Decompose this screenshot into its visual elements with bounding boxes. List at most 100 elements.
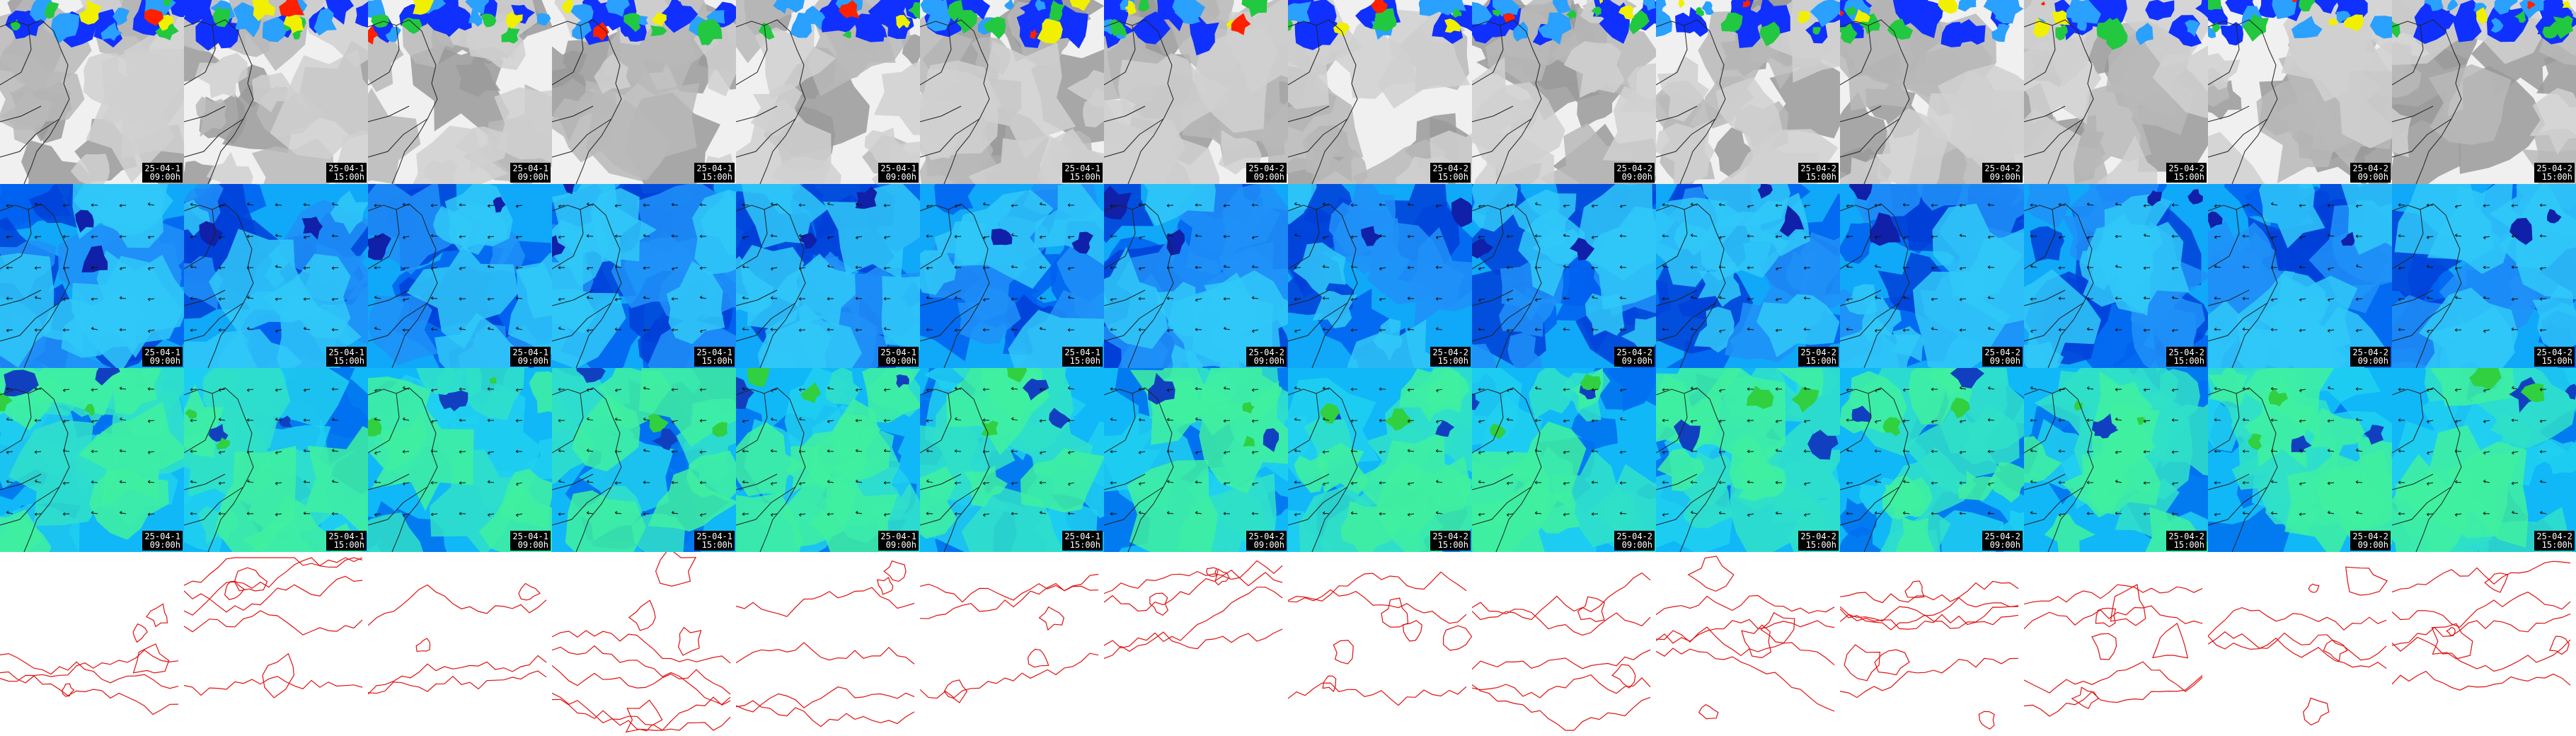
contour-line [920, 652, 1099, 699]
shaded-region [1988, 461, 2024, 503]
wind-arrow [1959, 234, 1967, 237]
wind-arrow [926, 449, 933, 453]
map-canvas [2392, 552, 2576, 736]
wind-arrow [770, 202, 778, 206]
map-canvas [920, 368, 1104, 552]
precipitation-cell [468, 8, 483, 27]
wind-arrow [643, 448, 650, 452]
wind-arrow [1110, 265, 1117, 270]
wind-arrow [275, 234, 282, 237]
wind-arrow [2355, 480, 2363, 484]
state-border [1104, 289, 1146, 306]
wind-arrow [1138, 387, 1146, 391]
wind-arrow [402, 267, 410, 271]
timestamp-time: 15:00h [2173, 540, 2204, 550]
intensity-cell [368, 417, 382, 437]
map-tile-contours-1 [0, 552, 184, 736]
wind-arrow [1166, 418, 1174, 422]
wind-arrow [2171, 266, 2179, 270]
wind-arrow [1195, 417, 1202, 421]
wind-arrow [2214, 418, 2221, 422]
shaded-region [736, 255, 774, 316]
wind-arrow [1350, 235, 1358, 239]
wind-arrow [1718, 202, 1726, 207]
wind-arrow [459, 203, 466, 207]
wind-arrow [883, 297, 891, 301]
contour-line [736, 686, 915, 713]
timestamp-date: 25-04-1 [696, 163, 732, 173]
wind-arrow [2143, 266, 2151, 270]
wind-arrow [1775, 235, 1783, 238]
shaded-region [1840, 91, 1891, 178]
shaded-region [1960, 405, 2020, 467]
wind-arrow [1195, 511, 1202, 514]
precipitation-cell [1288, 20, 1293, 31]
wind-arrow [1874, 203, 1882, 207]
wind-arrow [1407, 234, 1415, 238]
wind-arrow [91, 297, 98, 301]
wind-arrow [1874, 389, 1882, 393]
wind-arrow [1563, 512, 1570, 517]
precipitation-cell [1333, 22, 1350, 37]
map-canvas [1288, 0, 1472, 184]
wind-arrow [1039, 387, 1047, 391]
timestamp-label: 25-04-1 15:00h [1062, 347, 1103, 367]
precipitation-cell [1231, 13, 1251, 35]
precipitation-cell [252, 0, 275, 21]
wind-arrow [1987, 296, 1995, 299]
state-border [1656, 118, 1716, 158]
wind-arrow [1747, 266, 1754, 270]
shaded-region [330, 190, 368, 235]
wind-arrow [1322, 450, 1330, 454]
state-border [736, 473, 778, 490]
state-border [2392, 105, 2434, 122]
wind-arrow [2058, 449, 2066, 453]
state-border [368, 473, 410, 490]
shaded-region [1744, 192, 1810, 257]
shaded-region [368, 88, 421, 184]
timestamp-label: 25-04-2 15:00h [2534, 531, 2575, 551]
wind-arrow [558, 387, 565, 391]
wind-arrow [855, 236, 863, 240]
wind-arrow [1252, 482, 1259, 486]
wind-arrow [487, 326, 495, 330]
wind-arrow [2115, 388, 2122, 391]
wind-arrow [402, 417, 410, 421]
wind-arrow [1251, 419, 1259, 423]
wind-arrow [1534, 386, 1542, 390]
wind-arrow [331, 328, 339, 332]
precipitation-cell [1069, 0, 1091, 11]
shaded-region [2100, 403, 2160, 458]
intensity-cell [2091, 418, 2119, 439]
wind-arrow [1846, 512, 1853, 515]
precipitation-cell [926, 0, 952, 32]
wind-arrow [671, 234, 679, 238]
contour-loop [132, 643, 170, 674]
wind-arrow [2355, 297, 2363, 301]
map-tile-field-b-14: 25-04-2 15:00h [2392, 368, 2576, 552]
wind-arrow [275, 297, 282, 301]
wind-arrow [1294, 481, 1301, 484]
wind-arrow [558, 235, 565, 239]
state-border [1840, 105, 1882, 122]
wind-arrow [955, 417, 962, 421]
precipitation-cell [155, 19, 179, 40]
wind-arrow [459, 235, 466, 238]
precipitation-cell [2033, 18, 2050, 38]
shaded-region [195, 52, 248, 98]
state-border [2392, 473, 2434, 490]
timestamp-label: 25-04-2 09:00h [1614, 163, 1655, 183]
wind-arrow [558, 512, 565, 516]
map-tile-cloud-precip-8: 25-04-2 15:00h [1288, 0, 1472, 184]
wind-arrow [2483, 479, 2490, 483]
wind-arrow [2058, 266, 2066, 270]
wind-arrow [1874, 449, 1882, 453]
precipitation-cell [790, 12, 812, 38]
intensity-cell [279, 415, 292, 428]
wind-arrow [515, 449, 523, 454]
wind-arrow [190, 235, 197, 239]
wind-arrow [1223, 326, 1231, 330]
shaded-region [44, 298, 96, 352]
wind-arrow [1322, 202, 1330, 206]
wind-arrow [2030, 264, 2037, 268]
